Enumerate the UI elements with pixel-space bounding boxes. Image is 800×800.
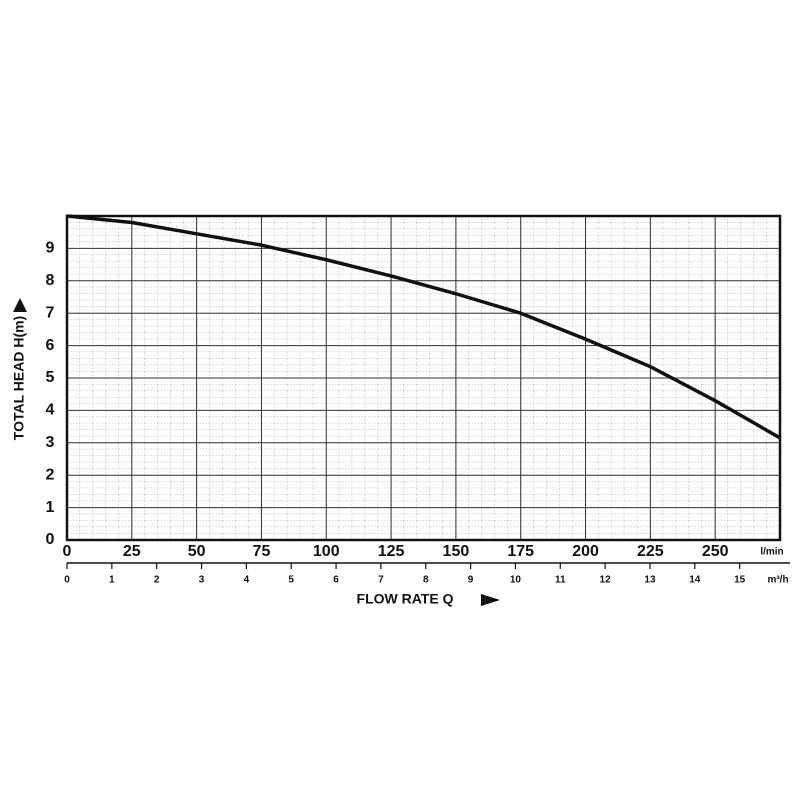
x-tick-label: 175 (507, 543, 534, 560)
plot-border (65, 214, 782, 542)
x2-unit: m³/h (767, 575, 788, 586)
y-tick-label: 3 (46, 434, 55, 451)
x-tick-label: 125 (378, 543, 405, 560)
x-tick-label: 0 (63, 543, 72, 560)
y-tick-label: 2 (46, 466, 55, 483)
y-tick-label: 5 (46, 369, 55, 386)
y-tick-label: 7 (46, 304, 55, 321)
x-tick-label: 150 (443, 543, 470, 560)
x2-tick-label: 11 (555, 575, 566, 586)
y-axis-title: TOTAL HEAD H(m) (11, 316, 27, 440)
x2-tick-label: 8 (423, 575, 429, 586)
x2-tick-label: 4 (244, 575, 250, 586)
x2-tick-label: 5 (288, 575, 294, 586)
y-arrow (13, 298, 27, 312)
y-tick-label: 8 (46, 272, 55, 289)
x-tick-label: 75 (253, 543, 271, 560)
x2-tick-label: 15 (734, 575, 746, 586)
x2-tick-label: 3 (199, 575, 205, 586)
x2-tick-label: 13 (644, 575, 656, 586)
x2-tick-label: 7 (378, 575, 384, 586)
x-tick-label: 200 (572, 543, 599, 560)
y-tick-label: 0 (46, 531, 55, 548)
x-arrow (481, 594, 500, 606)
x2-tick-label: 0 (64, 575, 70, 586)
x2-tick-label: 9 (468, 575, 474, 586)
x2-tick-label: 12 (600, 575, 612, 586)
x-tick-label: 50 (188, 543, 206, 560)
y-tick-label: 6 (46, 337, 55, 354)
curve (66, 214, 781, 440)
x-tick-label: 225 (637, 543, 664, 560)
y-tick-label: 9 (46, 240, 55, 257)
x-axis-title: FLOW RATE Q (357, 591, 454, 607)
x2-tick-label: 10 (510, 575, 522, 586)
x-tick-label: 250 (702, 543, 729, 560)
x2-tick-label: 14 (689, 575, 701, 586)
x2-tick-label: 6 (333, 575, 339, 586)
y-tick-label: 4 (46, 402, 55, 419)
x2-tick-label: 2 (154, 575, 160, 586)
y-tick-label: 1 (46, 499, 55, 516)
x-tick-label: 25 (123, 543, 141, 560)
x-unit: l/min (760, 547, 783, 558)
x2-tick-label: 1 (109, 575, 115, 586)
x-tick-label: 100 (313, 543, 340, 560)
